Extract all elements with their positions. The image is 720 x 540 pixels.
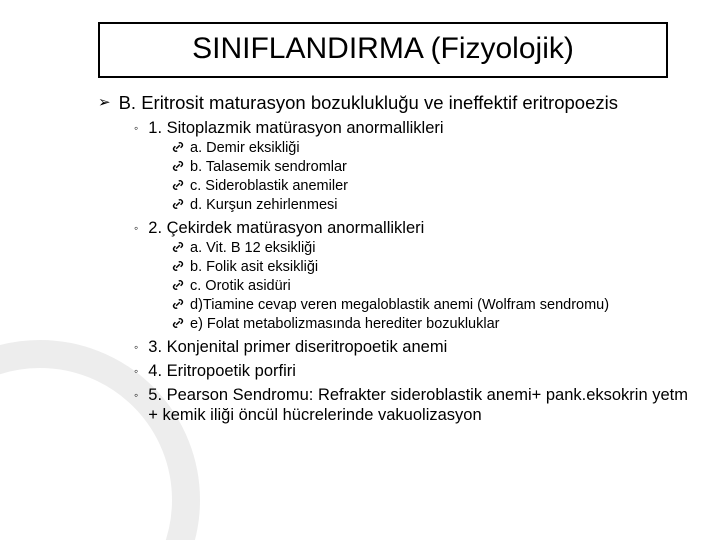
heading-row: ➢ B. Eritrosit maturasyon bozuklukluğu v… xyxy=(98,92,698,114)
item-text: d. Kurşun zehirlenmesi xyxy=(190,196,338,214)
section-heading: ◦ 4. Eritropoetik porfiri xyxy=(134,361,698,381)
list-item: c. Sideroblastik anemiler xyxy=(170,177,698,195)
item-text: a. Demir eksikliği xyxy=(190,139,300,157)
circle-bullet-icon: ◦ xyxy=(134,337,138,357)
link-icon xyxy=(170,315,186,331)
item-text: a. Vit. B 12 eksikliği xyxy=(190,239,315,257)
section-label: 4. Eritropoetik porfiri xyxy=(148,361,296,381)
item-text: b. Talasemik sendromlar xyxy=(190,158,347,176)
list-item: a. Vit. B 12 eksikliği xyxy=(170,239,698,257)
list-item: b. Talasemik sendromlar xyxy=(170,158,698,176)
section-label: 5. Pearson Sendromu: Refrakter siderobla… xyxy=(148,385,698,425)
slide-body: ➢ B. Eritrosit maturasyon bozuklukluğu v… xyxy=(98,92,698,425)
section-label: 1. Sitoplazmik matürasyon anormallikleri xyxy=(148,118,443,138)
item-text: e) Folat metabolizmasında herediter bozu… xyxy=(190,315,499,333)
item-text: d)Tiamine cevap veren megaloblastik anem… xyxy=(190,296,609,314)
circle-bullet-icon: ◦ xyxy=(134,118,138,138)
section-heading: ◦ 2. Çekirdek matürasyon anormallikleri xyxy=(134,218,698,238)
link-icon xyxy=(170,139,186,155)
link-icon xyxy=(170,158,186,174)
item-text: c. Orotik asidüri xyxy=(190,277,291,295)
item-text: c. Sideroblastik anemiler xyxy=(190,177,348,195)
link-icon xyxy=(170,196,186,212)
section-heading: ◦ 5. Pearson Sendromu: Refrakter siderob… xyxy=(134,385,698,425)
item-text: b. Folik asit eksikliği xyxy=(190,258,318,276)
list-item: d. Kurşun zehirlenmesi xyxy=(170,196,698,214)
section: ◦ 2. Çekirdek matürasyon anormallikleri … xyxy=(98,218,698,333)
slide-title: SINIFLANDIRMA (Fizyolojik) xyxy=(114,32,652,66)
heading-text: B. Eritrosit maturasyon bozuklukluğu ve … xyxy=(119,92,618,114)
slide: SINIFLANDIRMA (Fizyolojik) ➢ B. Eritrosi… xyxy=(0,0,720,540)
list-item: e) Folat metabolizmasında herediter bozu… xyxy=(170,315,698,333)
section-label: 3. Konjenital primer diseritropoetik ane… xyxy=(148,337,447,357)
title-box: SINIFLANDIRMA (Fizyolojik) xyxy=(98,22,668,78)
circle-bullet-icon: ◦ xyxy=(134,218,138,238)
circle-bullet-icon: ◦ xyxy=(134,361,138,381)
list-item: a. Demir eksikliği xyxy=(170,139,698,157)
section: ◦ 1. Sitoplazmik matürasyon anormallikle… xyxy=(98,118,698,214)
link-icon xyxy=(170,277,186,293)
link-icon xyxy=(170,296,186,312)
section-heading: ◦ 3. Konjenital primer diseritropoetik a… xyxy=(134,337,698,357)
list-item: c. Orotik asidüri xyxy=(170,277,698,295)
section-label: 2. Çekirdek matürasyon anormallikleri xyxy=(148,218,424,238)
list-item: d)Tiamine cevap veren megaloblastik anem… xyxy=(170,296,698,314)
section-heading: ◦ 1. Sitoplazmik matürasyon anormallikle… xyxy=(134,118,698,138)
link-icon xyxy=(170,177,186,193)
list-item: b. Folik asit eksikliği xyxy=(170,258,698,276)
link-icon xyxy=(170,258,186,274)
arrow-bullet-icon: ➢ xyxy=(98,92,111,114)
circle-bullet-icon: ◦ xyxy=(134,385,138,405)
link-icon xyxy=(170,239,186,255)
